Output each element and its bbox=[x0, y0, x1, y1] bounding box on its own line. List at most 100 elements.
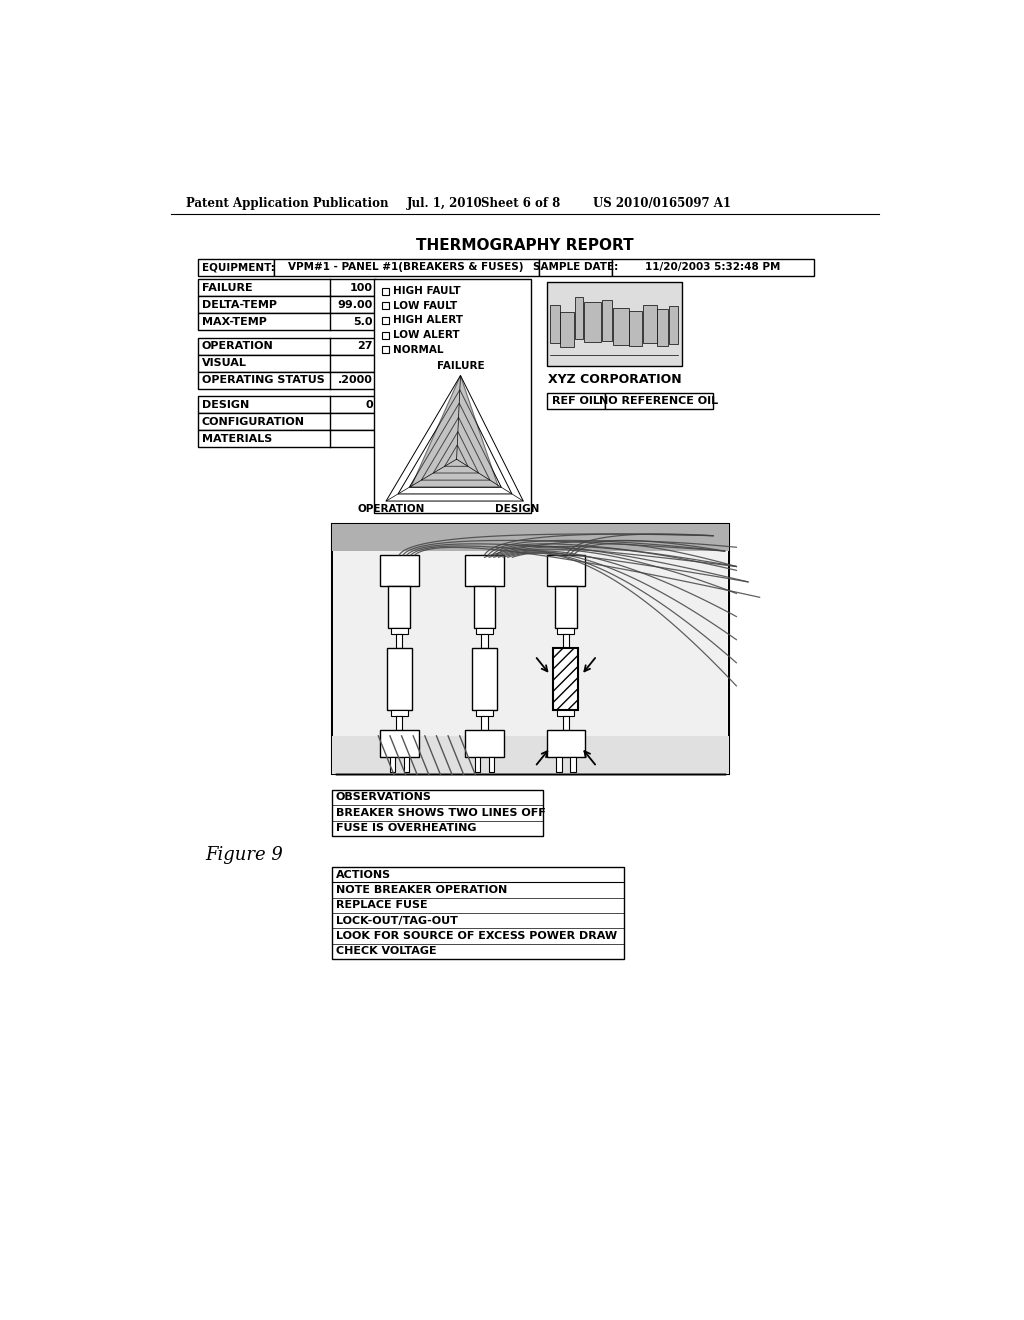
Bar bbox=[198, 280, 376, 296]
Bar bbox=[403, 756, 409, 772]
Bar bbox=[465, 730, 504, 756]
Text: XYZ CORPORATION: XYZ CORPORATION bbox=[548, 372, 681, 385]
Bar bbox=[555, 586, 577, 628]
Text: 100: 100 bbox=[350, 282, 373, 293]
Bar bbox=[382, 331, 389, 339]
Bar bbox=[382, 317, 389, 323]
Text: HIGH FAULT: HIGH FAULT bbox=[393, 286, 461, 296]
Bar bbox=[575, 297, 583, 339]
Text: 27: 27 bbox=[357, 342, 373, 351]
Bar bbox=[657, 309, 669, 346]
Text: LOW FAULT: LOW FAULT bbox=[393, 301, 458, 310]
Text: NORMAL: NORMAL bbox=[393, 345, 443, 355]
Text: BREAKER SHOWS TWO LINES OFF: BREAKER SHOWS TWO LINES OFF bbox=[336, 808, 546, 818]
Bar bbox=[198, 338, 376, 355]
Text: ACTIONS: ACTIONS bbox=[336, 870, 391, 879]
Bar bbox=[198, 296, 376, 313]
Bar bbox=[198, 355, 376, 372]
Text: Patent Application Publication: Patent Application Publication bbox=[186, 197, 389, 210]
Bar bbox=[476, 710, 493, 715]
Bar bbox=[332, 524, 729, 552]
Bar bbox=[481, 715, 487, 730]
Text: 5.0: 5.0 bbox=[353, 317, 373, 326]
Bar bbox=[198, 259, 273, 276]
Bar bbox=[539, 259, 612, 276]
Text: VPM#1 - PANEL #1(BREAKERS & FUSES): VPM#1 - PANEL #1(BREAKERS & FUSES) bbox=[289, 263, 524, 272]
Text: CONFIGURATION: CONFIGURATION bbox=[202, 417, 304, 426]
Bar bbox=[550, 305, 560, 343]
Bar bbox=[332, 524, 729, 775]
Text: 0: 0 bbox=[366, 400, 373, 409]
Bar bbox=[198, 313, 376, 330]
Text: Jul. 1, 2010: Jul. 1, 2010 bbox=[407, 197, 482, 210]
Bar bbox=[382, 302, 389, 309]
Bar bbox=[612, 259, 814, 276]
Bar bbox=[557, 710, 574, 715]
Bar bbox=[198, 413, 376, 430]
Text: REPLACE FUSE: REPLACE FUSE bbox=[336, 900, 427, 911]
Text: 11/20/2003 5:32:48 PM: 11/20/2003 5:32:48 PM bbox=[645, 263, 781, 272]
Text: OPERATION: OPERATION bbox=[357, 504, 425, 513]
Bar bbox=[476, 628, 493, 635]
Text: LOW ALERT: LOW ALERT bbox=[393, 330, 460, 341]
Text: US 2010/0165097 A1: US 2010/0165097 A1 bbox=[593, 197, 731, 210]
Bar bbox=[669, 306, 678, 345]
Bar bbox=[391, 710, 408, 715]
Bar bbox=[380, 554, 419, 586]
Bar bbox=[332, 789, 543, 836]
Bar bbox=[382, 288, 389, 294]
Bar bbox=[488, 756, 495, 772]
Bar bbox=[560, 313, 574, 347]
Text: DESIGN: DESIGN bbox=[202, 400, 249, 409]
Text: NO REFERENCE OIL: NO REFERENCE OIL bbox=[599, 396, 719, 407]
Bar bbox=[570, 756, 575, 772]
Bar bbox=[388, 586, 410, 628]
Text: OBSERVATIONS: OBSERVATIONS bbox=[336, 792, 431, 803]
Bar bbox=[332, 737, 729, 775]
Text: 99.00: 99.00 bbox=[338, 300, 373, 310]
Text: SAMPLE DATE:: SAMPLE DATE: bbox=[532, 263, 618, 272]
Bar bbox=[273, 259, 539, 276]
Bar bbox=[334, 552, 727, 774]
Text: HIGH ALERT: HIGH ALERT bbox=[393, 315, 463, 326]
Text: FAILURE: FAILURE bbox=[436, 362, 484, 371]
Text: Sheet 6 of 8: Sheet 6 of 8 bbox=[480, 197, 560, 210]
Bar bbox=[556, 756, 561, 772]
Bar bbox=[198, 372, 376, 388]
Bar bbox=[389, 756, 395, 772]
Bar bbox=[382, 346, 389, 354]
Bar bbox=[547, 554, 586, 586]
Text: VISUAL: VISUAL bbox=[202, 358, 247, 368]
Bar bbox=[396, 715, 402, 730]
Text: MAX-TEMP: MAX-TEMP bbox=[202, 317, 266, 326]
Text: OPERATING STATUS: OPERATING STATUS bbox=[202, 375, 325, 385]
Bar bbox=[198, 396, 376, 413]
Bar bbox=[380, 730, 419, 756]
Bar bbox=[563, 715, 569, 730]
Text: NOTE BREAKER OPERATION: NOTE BREAKER OPERATION bbox=[336, 884, 507, 895]
Text: REF OIL: REF OIL bbox=[552, 396, 599, 407]
Bar bbox=[475, 756, 480, 772]
Bar bbox=[387, 648, 412, 710]
Bar bbox=[547, 393, 604, 409]
Text: .2000: .2000 bbox=[338, 375, 373, 385]
Bar bbox=[198, 430, 376, 447]
Text: Figure 9: Figure 9 bbox=[206, 846, 284, 865]
Text: THERMOGRAPHY REPORT: THERMOGRAPHY REPORT bbox=[416, 238, 634, 253]
Bar bbox=[604, 393, 713, 409]
Bar bbox=[547, 730, 586, 756]
Bar bbox=[563, 635, 569, 648]
Text: FAILURE: FAILURE bbox=[202, 282, 252, 293]
Text: DELTA-TEMP: DELTA-TEMP bbox=[202, 300, 276, 310]
Bar bbox=[613, 308, 629, 345]
Text: OPERATION: OPERATION bbox=[202, 342, 273, 351]
Polygon shape bbox=[411, 376, 499, 487]
Bar bbox=[472, 648, 497, 710]
Bar bbox=[481, 635, 487, 648]
Text: CHECK VOLTAGE: CHECK VOLTAGE bbox=[336, 946, 436, 957]
Text: DESIGN: DESIGN bbox=[495, 504, 540, 513]
Text: FUSE IS OVERHEATING: FUSE IS OVERHEATING bbox=[336, 824, 476, 833]
Bar bbox=[601, 300, 612, 341]
Bar bbox=[332, 867, 624, 960]
Bar bbox=[547, 281, 682, 367]
